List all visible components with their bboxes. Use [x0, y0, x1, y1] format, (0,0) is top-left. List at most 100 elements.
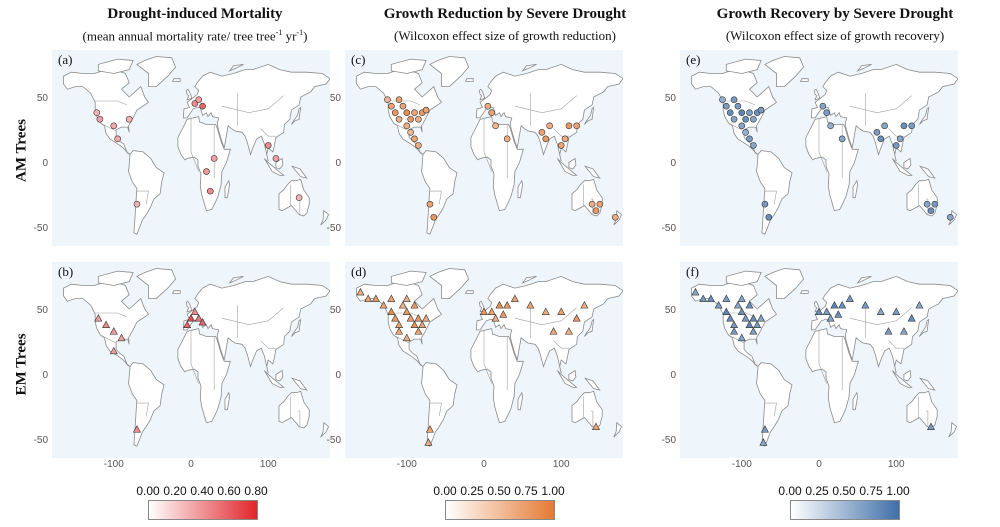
country-border	[849, 307, 912, 326]
data-point-circle	[734, 102, 742, 110]
colorbar-tick-label: 0.50	[832, 484, 856, 498]
lat-tick-label: 0	[42, 157, 48, 169]
continent-outline	[756, 362, 793, 447]
country-border	[818, 117, 827, 172]
data-point-circle	[561, 135, 569, 143]
colorbar-gradient	[148, 500, 258, 520]
data-point-circle	[93, 109, 101, 117]
map-panel-a: (a)	[52, 50, 330, 246]
lat-tick-label: 0	[670, 157, 676, 169]
continent-outline	[903, 157, 912, 170]
data-point-circle	[730, 96, 738, 103]
data-point-triangle	[402, 307, 411, 315]
continent-outline	[291, 165, 308, 179]
subtitle-sup: -1	[296, 28, 304, 37]
continent-outline	[185, 300, 193, 313]
colorbar-tick-label: 0.00	[778, 484, 802, 498]
country-border	[483, 329, 492, 384]
data-point-circle	[873, 129, 881, 136]
data-point-triangle	[194, 314, 203, 322]
data-point-triangle	[737, 307, 746, 315]
lat-tick-label: 0	[670, 369, 676, 381]
continent-outline	[356, 69, 443, 155]
continent-outline	[557, 158, 578, 176]
continent-outline	[275, 369, 284, 382]
country-border	[100, 122, 117, 132]
data-point-circle	[407, 129, 414, 136]
continent-outline	[852, 179, 859, 199]
data-point-triangle	[102, 320, 111, 329]
data-point-triangle	[510, 294, 519, 302]
data-point-circle	[96, 115, 104, 123]
data-point-triangle	[845, 294, 854, 302]
country-border	[888, 340, 904, 349]
data-point-triangle	[387, 307, 396, 315]
data-point-triangle	[414, 314, 423, 322]
continent-outline	[856, 276, 872, 284]
data-point-circle	[596, 200, 604, 208]
data-point-circle	[399, 102, 407, 110]
data-point-triangle	[487, 307, 496, 315]
subtitle-sup: -1	[275, 28, 283, 37]
data-point-circle	[881, 122, 888, 130]
panel-letter: (c)	[351, 52, 366, 67]
colorbar-tick-label: 0.00	[433, 484, 457, 498]
data-point-circle	[125, 115, 133, 123]
country-border	[925, 198, 929, 215]
data-point-circle	[757, 106, 765, 114]
country-border	[818, 329, 827, 384]
continent-outline	[892, 158, 913, 176]
data-point-circle	[538, 129, 546, 136]
world-map	[63, 56, 330, 235]
col-title-growth-reduction: Growth Reduction by Severe Drought	[383, 6, 627, 22]
data-point-circle	[746, 109, 753, 117]
data-point-triangle	[926, 422, 935, 430]
continent-outline	[171, 78, 181, 82]
continent-outline	[856, 64, 872, 72]
data-point-triangle	[699, 294, 708, 302]
country-border	[297, 410, 301, 427]
country-border	[260, 128, 276, 137]
data-point-triangle	[198, 317, 207, 326]
data-point-triangle	[714, 300, 723, 309]
colorbar-tick-label: 0.25	[460, 484, 484, 498]
continent-outline	[906, 390, 938, 429]
lat-tick-label: 0	[335, 157, 341, 169]
data-point-circle	[395, 96, 403, 103]
col-subtitle-mortality: (mean annual mortality rate/ tree tree-1…	[40, 28, 350, 44]
continent-outline	[128, 362, 165, 447]
data-point-triangle	[371, 294, 380, 302]
country-border	[190, 329, 199, 384]
country-border	[100, 334, 117, 344]
data-point-circle	[750, 115, 757, 123]
data-point-triangle	[749, 327, 758, 335]
country-border	[94, 312, 128, 318]
continent-outline	[571, 390, 603, 429]
data-point-triangle	[422, 314, 431, 322]
lon-tick-label: 0	[481, 459, 487, 470]
data-point-circle	[908, 122, 915, 130]
data-point-triangle	[402, 294, 411, 302]
data-point-circle	[295, 194, 303, 201]
data-point-circle	[750, 142, 757, 149]
data-point-triangle	[814, 307, 824, 315]
data-point-triangle	[425, 425, 434, 433]
continent-outline	[390, 270, 427, 286]
data-point-triangle	[830, 300, 839, 309]
continent-outline	[919, 318, 930, 337]
data-point-circle	[765, 213, 773, 221]
continent-outline	[182, 63, 330, 162]
data-point-triangle	[387, 294, 396, 302]
continent-outline	[464, 78, 474, 82]
lon-tick-label: 0	[816, 459, 822, 470]
continent-outline	[429, 268, 470, 299]
continent-outline	[568, 157, 577, 170]
colorbar-tick-label: 0.00	[136, 484, 160, 498]
data-point-triangle	[834, 310, 843, 318]
data-point-circle	[823, 109, 831, 117]
data-point-triangle	[424, 438, 433, 446]
lat-tick-label: 50	[329, 92, 341, 104]
data-point-circle	[195, 96, 203, 103]
map-panel-b: (b)	[52, 262, 330, 458]
panel-letter: (d)	[351, 264, 367, 279]
